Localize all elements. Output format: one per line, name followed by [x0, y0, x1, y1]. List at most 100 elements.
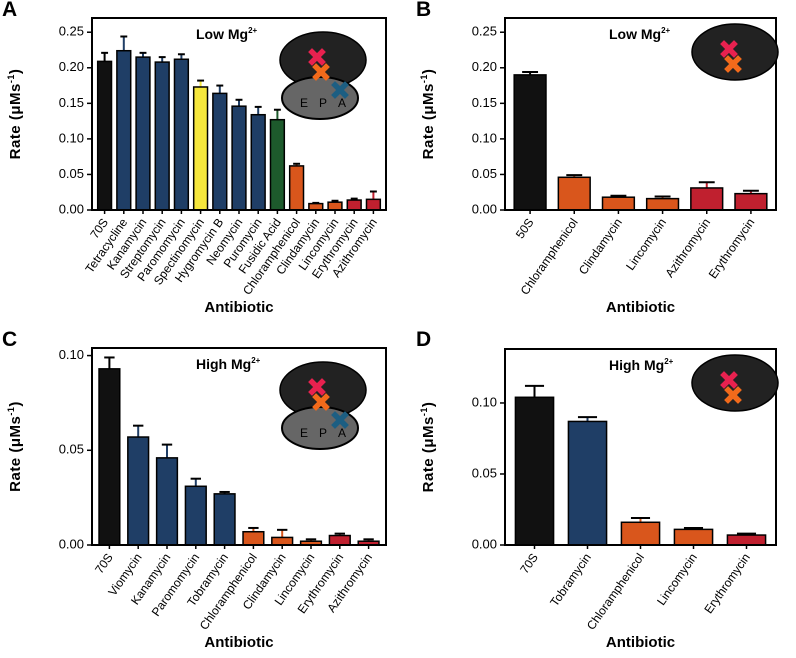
plot-frame [91, 347, 387, 546]
x-axis-label: Antibiotic [606, 299, 675, 316]
panel-label: D [416, 328, 431, 351]
bar [96, 60, 113, 211]
icon-mark [720, 40, 738, 58]
x-tick-label: 70S [92, 551, 116, 577]
bar [184, 485, 207, 546]
annotation: High Mg2+ [196, 356, 261, 372]
icon-mark [308, 378, 326, 396]
bar [690, 187, 724, 211]
bar [328, 534, 351, 546]
y-tick-label: 0.20 [59, 59, 84, 74]
site-label: A [338, 426, 346, 440]
bar [250, 113, 266, 211]
bar [288, 165, 305, 211]
bar [271, 536, 294, 546]
x-tick-label: Lincomycin [654, 551, 700, 608]
annotation: Low Mg2+ [196, 26, 258, 42]
y-axis-label-text: Rate (μMs [7, 416, 24, 492]
x-tick-label: Lincomycin [623, 216, 669, 273]
y-tick-label: 0.00 [472, 536, 497, 551]
bar [620, 521, 661, 546]
y-axis-label-text: Rate (μMs [7, 83, 24, 159]
annotation-text: Low Mg [609, 26, 661, 42]
icon-mark [331, 81, 349, 99]
y-tick-label: 0.00 [59, 201, 84, 216]
annotation-text: Low Mg [196, 26, 248, 42]
y-tick-label: 0.05 [59, 166, 84, 181]
x-tick-label: Azithromycin [662, 216, 713, 280]
annotation-text: High Mg [609, 357, 664, 373]
y-axis-label: Rate (μMs-1) [6, 69, 24, 160]
x-tick-label: Chloramphenicol [584, 551, 647, 633]
bar [346, 199, 362, 211]
bar [513, 74, 547, 211]
y-axis-label-suffix: ) [7, 69, 24, 75]
y-axis-label-text: Rate (μMs [420, 83, 437, 159]
plot-frame [91, 17, 387, 211]
bar [213, 493, 236, 546]
y-tick-label: 0.10 [472, 130, 497, 145]
panel-label: A [2, 0, 17, 21]
bar [155, 457, 179, 546]
bar [212, 92, 228, 211]
bar [673, 528, 714, 546]
icon-mark [312, 63, 330, 81]
y-axis-label-text: Rate (μMs [420, 416, 437, 492]
x-tick-label: 50S [513, 216, 537, 242]
bar [154, 61, 170, 211]
icon-mark [331, 411, 349, 429]
y-axis-label: Rate (μMs-1) [6, 401, 24, 492]
y-axis-label-suffix: ) [420, 402, 437, 408]
bar [192, 86, 209, 211]
y-tick-label: 0.25 [472, 24, 497, 39]
y-axis-label: Rate (μMs-1) [419, 402, 437, 493]
site-label: P [319, 426, 327, 440]
plot-frame [504, 348, 777, 546]
x-axis-label: Antibiotic [204, 634, 273, 651]
bar [365, 198, 382, 211]
bar [135, 56, 151, 211]
panel-label: B [416, 0, 431, 21]
bar [514, 396, 555, 546]
bar [116, 49, 132, 211]
panel-label: C [2, 328, 17, 351]
plot-frame [504, 17, 777, 211]
x-axis-label: Antibiotic [204, 299, 273, 316]
bar [645, 197, 680, 211]
annotation: High Mg2+ [609, 357, 674, 373]
bar [567, 420, 608, 546]
x-tick-label: 70S [517, 551, 541, 577]
y-tick-label: 0.10 [59, 347, 84, 362]
y-tick-label: 0.25 [59, 24, 84, 39]
y-axis-label-superscript: -1 [419, 74, 429, 83]
icon-mark [308, 48, 326, 66]
bar [734, 192, 768, 211]
bar [601, 196, 636, 211]
site-label: P [319, 96, 327, 110]
y-axis-label-superscript: -1 [6, 74, 16, 83]
x-tick-label: Erythromycin [701, 551, 753, 616]
y-axis-label-suffix: ) [7, 401, 24, 407]
y-tick-label: 0.20 [472, 59, 497, 74]
annotation-superscript: 2+ [664, 357, 673, 366]
bar [557, 176, 591, 211]
icon-mark [312, 393, 330, 411]
y-tick-label: 0.15 [59, 95, 84, 110]
annotation-superscript: 2+ [661, 26, 670, 35]
y-tick-label: 0.00 [472, 201, 497, 216]
annotation-superscript: 2+ [251, 356, 260, 365]
y-tick-label: 0.05 [472, 166, 497, 181]
annotation-superscript: 2+ [248, 26, 257, 35]
x-tick-label: Clindamycin [576, 216, 625, 278]
annotation-text: High Mg [196, 356, 251, 372]
y-axis-label-superscript: -1 [419, 407, 429, 416]
site-label: A [338, 96, 346, 110]
y-axis-label-suffix: ) [420, 69, 437, 75]
site-label: E [300, 96, 308, 110]
x-axis-label: Antibiotic [606, 634, 675, 651]
bar [173, 58, 190, 211]
icon-mark [724, 55, 742, 73]
y-tick-label: 0.05 [472, 465, 497, 480]
y-tick-label: 0.15 [472, 95, 497, 110]
